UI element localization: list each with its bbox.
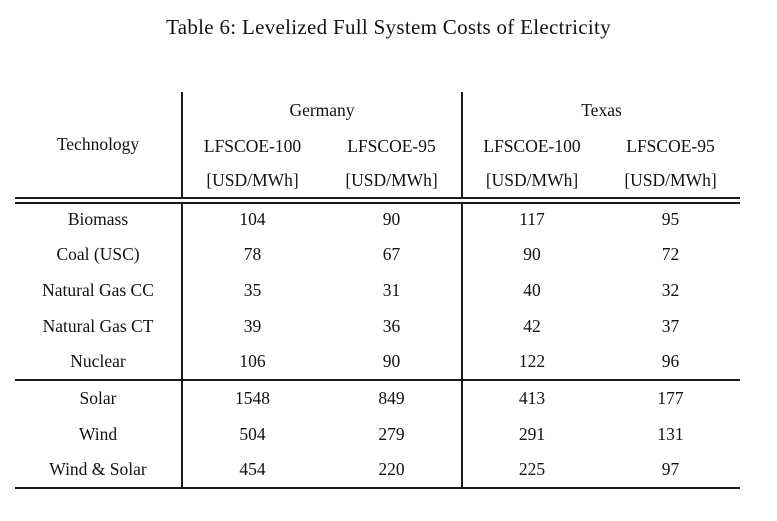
tech-cell: Wind: [15, 416, 183, 452]
column-header-texas-lfscoe-100: LFSCOE-100: [483, 135, 581, 156]
value-cell: 96: [661, 351, 680, 371]
value-cell: 413: [462, 379, 601, 416]
table-row-wind-and-solar: Wind & Solar 454 220 225 97: [15, 452, 740, 489]
value-cell: 122: [518, 351, 546, 371]
value-cell: 177: [601, 379, 740, 416]
value-cell: 35: [243, 279, 262, 300]
value-cell: 117: [519, 209, 545, 230]
column-header-germany-lfscoe-95: LFSCOE-95: [322, 128, 463, 164]
group-header-texas: Texas: [581, 99, 622, 120]
table-row-natural-gas-cc: Natural Gas CC 35 31 40 32: [15, 272, 740, 308]
header-group-row: Technology Germany Texas: [15, 92, 740, 204]
value-cell: 225: [462, 452, 601, 489]
value-cell: 279: [322, 416, 463, 452]
value-cell: 131: [657, 423, 684, 444]
value-cell: 67: [322, 236, 463, 272]
unit-label: [USD/MWh]: [182, 164, 322, 204]
value-cell: 42: [523, 315, 541, 336]
value-cell: 95: [661, 209, 680, 230]
header-unit-row: [USD/MWh] [USD/MWh] [USD/MWh] [USD/MWh]: [15, 164, 740, 204]
value-cell: 90: [523, 243, 541, 264]
value-cell: 31: [322, 272, 463, 308]
unit-label: [USD/MWh]: [601, 164, 740, 204]
tech-cell: Solar: [15, 379, 183, 416]
table-row-biomass: Biomass 104 90 117 95: [15, 200, 740, 236]
table-row-nuclear: Nuclear 106 90 122 96: [15, 344, 740, 380]
tech-cell: Natural Gas CC: [15, 272, 183, 308]
value-cell: 40: [523, 279, 541, 300]
group-header-germany: Germany: [182, 92, 463, 128]
table-row-natural-gas-ct: Natural Gas CT 39 36 42 37: [15, 308, 740, 344]
table-row-coal-usc: Coal (USC) 78 67 90 72: [15, 236, 740, 272]
value-cell: 1548: [182, 379, 322, 416]
tech-cell: Nuclear: [15, 344, 183, 380]
tech-cell: Natural Gas CT: [15, 308, 183, 344]
value-cell: 291: [518, 423, 546, 444]
table-row-wind: Wind 504 279 291 131: [15, 416, 740, 452]
value-cell: 106: [239, 351, 266, 371]
unit-label: [USD/MWh]: [322, 164, 463, 204]
header-measure-row: LFSCOE-100 LFSCOE-95 LFSCOE-100 LFSCOE-9…: [15, 128, 740, 164]
value-cell: 72: [661, 243, 680, 264]
value-cell: 220: [322, 452, 463, 489]
value-cell: 37: [661, 315, 680, 336]
value-cell: 849: [322, 379, 463, 416]
tech-cell: Biomass: [15, 200, 183, 236]
value-cell: 97: [601, 452, 740, 489]
table-row-solar: Solar 1548 849 413 177: [15, 379, 740, 416]
tech-cell: Coal (USC): [15, 236, 183, 272]
value-cell: 39: [243, 315, 262, 336]
value-cell: 504: [239, 423, 266, 444]
value-cell: 90: [322, 200, 463, 236]
column-header-germany-lfscoe-100: LFSCOE-100: [203, 135, 302, 156]
lfscoe-table: Technology Germany Texas LFSCOE-100 LFSC…: [15, 92, 740, 489]
column-header-texas-lfscoe-95: LFSCOE-95: [626, 135, 715, 156]
table-header: Technology Germany Texas LFSCOE-100 LFSC…: [15, 92, 740, 204]
column-header-technology: Technology: [15, 92, 183, 204]
value-cell: 36: [322, 308, 463, 344]
value-cell: 32: [661, 279, 680, 300]
unit-label: [USD/MWh]: [462, 164, 601, 204]
value-cell: 454: [182, 452, 322, 489]
value-cell: 78: [243, 243, 262, 264]
value-cell: 104: [239, 209, 266, 230]
tech-cell: Wind & Solar: [15, 452, 183, 489]
table-body: Biomass 104 90 117 95 Coal (USC) 78 67 9…: [15, 200, 740, 489]
value-cell: 90: [322, 344, 463, 380]
table-caption: Table 6: Levelized Full System Costs of …: [166, 15, 611, 39]
